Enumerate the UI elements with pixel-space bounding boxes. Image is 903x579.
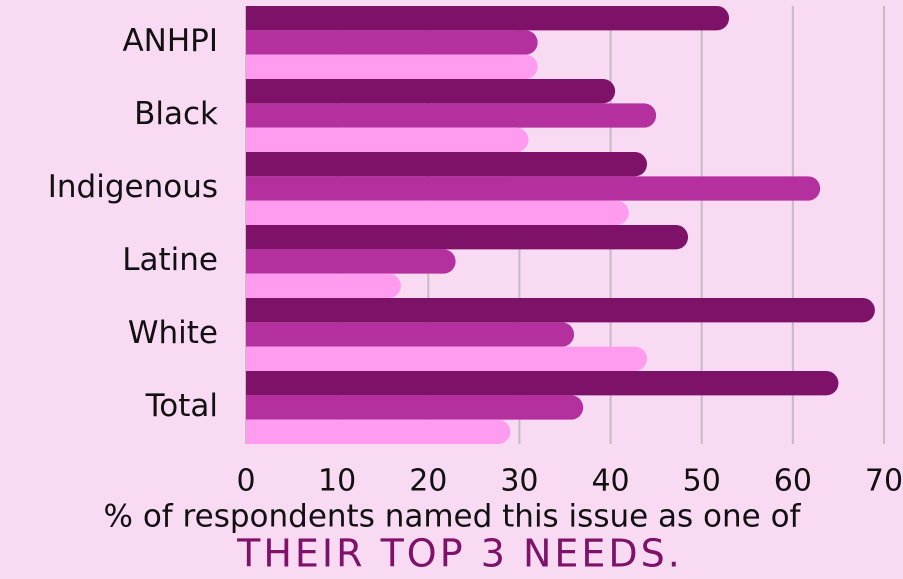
x-axis-label-emphasis: THEIR TOP 3 NEEDS.: [236, 532, 683, 576]
y-tick-label: Total: [145, 388, 218, 424]
bars: [246, 6, 875, 444]
x-tick-label: 40: [591, 464, 629, 499]
bar: [246, 6, 730, 31]
bar: [246, 30, 538, 55]
x-axis-label: % of respondents named this issue as one…: [104, 499, 802, 535]
y-tick-label: Indigenous: [48, 169, 218, 205]
x-tick-label: 20: [409, 464, 447, 499]
bar: [246, 322, 575, 347]
bar: [246, 273, 401, 298]
y-tick-label: Black: [134, 96, 218, 132]
x-tick-label: 50: [683, 464, 721, 499]
x-tick-label: 70: [865, 464, 903, 499]
x-tick-label: 10: [318, 464, 356, 499]
x-tick-label: 0: [236, 464, 255, 499]
bar: [246, 298, 875, 323]
bar: [246, 54, 538, 79]
y-tick-label: White: [128, 315, 218, 351]
x-tick-label: 60: [774, 464, 812, 499]
y-tick-label: Latine: [122, 242, 218, 278]
bar: [246, 103, 657, 128]
bar: [246, 346, 648, 371]
y-tick-label: ANHPI: [122, 23, 218, 59]
bar: [246, 79, 616, 104]
bar: [246, 176, 821, 201]
bar: [246, 419, 511, 444]
bar: [246, 395, 584, 420]
bar: [246, 200, 629, 225]
bar: [246, 249, 456, 274]
bar: [246, 152, 648, 177]
bar: [246, 371, 839, 396]
bar: [246, 127, 529, 152]
bar: [246, 225, 689, 250]
x-tick-label: 30: [500, 464, 538, 499]
